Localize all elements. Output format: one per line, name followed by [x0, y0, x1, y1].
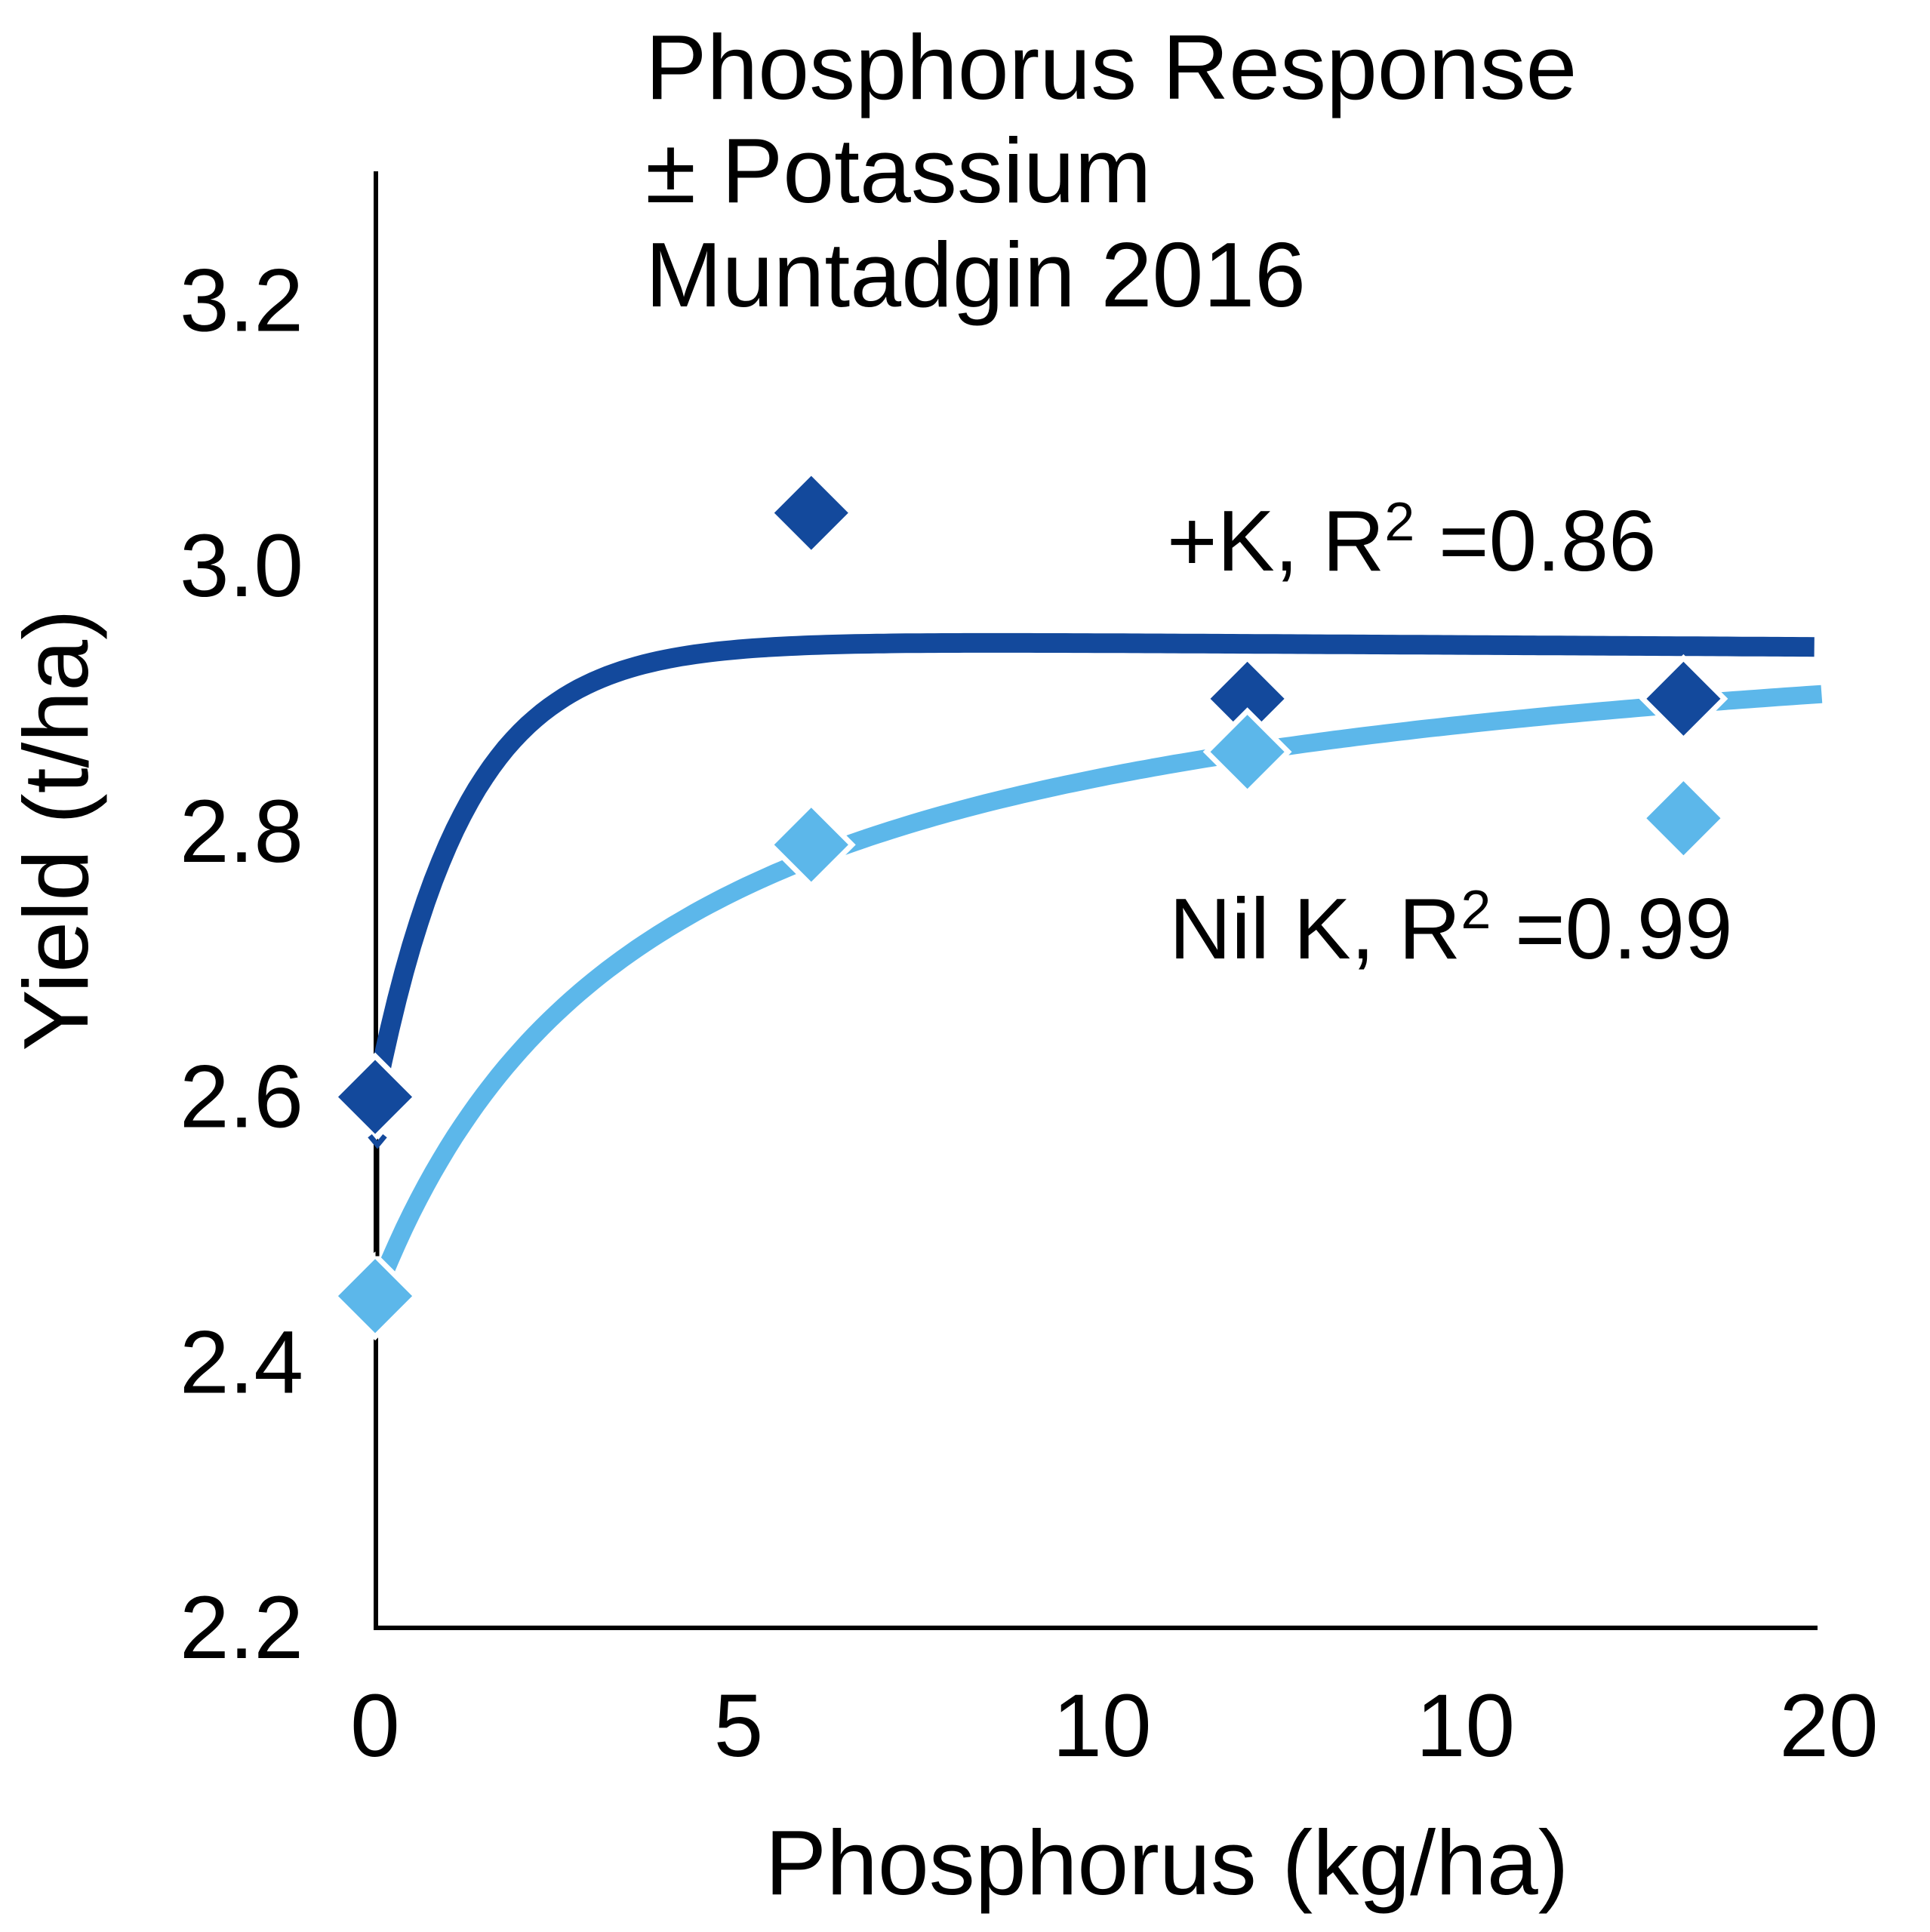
- series-label-plus-k-superscript: 2: [1384, 492, 1414, 552]
- x-tick-label: 20: [1779, 1676, 1878, 1776]
- trendline-plus-k: [365, 632, 1815, 1100]
- chart-title-line1: Phosphorus Response: [645, 16, 1577, 118]
- series-label-nil-k-value: =0.99: [1491, 881, 1732, 977]
- chart-title-line2: ± Potassium: [645, 119, 1151, 222]
- plot-layer: [331, 468, 1823, 1341]
- series-label-nil-k: Nil K, R2 =0.99: [1169, 880, 1733, 977]
- y-tick-label: 2.8: [180, 782, 303, 881]
- y-tick-label: 2.2: [180, 1578, 303, 1678]
- y-tick-label: 2.4: [180, 1312, 303, 1412]
- data-point-nil-k: [1639, 774, 1728, 863]
- y-tick-label: 3.0: [180, 516, 303, 616]
- series-label-nil-k-text: Nil K, R: [1169, 881, 1461, 977]
- y-axis-title: Yield (t/ha): [5, 609, 107, 1051]
- x-tick-label: 0: [350, 1676, 400, 1776]
- x-axis-title: Phosphorus (kg/ha): [765, 1811, 1569, 1914]
- data-point-nil-k: [766, 800, 856, 890]
- x-tick-label: 5: [714, 1676, 764, 1776]
- data-point-plus-k: [331, 1052, 420, 1142]
- series-label-plus-k-value: =0.86: [1414, 494, 1656, 589]
- trendline-nil-k: [366, 685, 1823, 1300]
- y-axis-tick-labels: 3.2 3.0 2.8 2.6 2.4 2.2: [180, 251, 303, 1678]
- data-point-nil-k: [1202, 707, 1292, 797]
- x-axis-tick-labels: 0 5 10 10 20: [350, 1676, 1878, 1776]
- series-label-plus-k: +K, R2 =0.86: [1167, 492, 1656, 589]
- y-tick-label: 2.6: [180, 1048, 303, 1147]
- y-tick-label: 3.2: [180, 251, 303, 350]
- x-tick-label: 10: [1052, 1676, 1151, 1776]
- error-bar-cap: [368, 1134, 387, 1149]
- series-label-nil-k-superscript: 2: [1461, 880, 1491, 940]
- chart-title-line3: Muntadgin 2016: [645, 223, 1306, 326]
- data-point-nil-k: [331, 1251, 420, 1341]
- x-tick-label: 10: [1416, 1676, 1515, 1776]
- series-label-plus-k-text: +K, R: [1167, 494, 1384, 589]
- data-point-plus-k: [1639, 654, 1728, 743]
- data-point-plus-k: [766, 468, 856, 558]
